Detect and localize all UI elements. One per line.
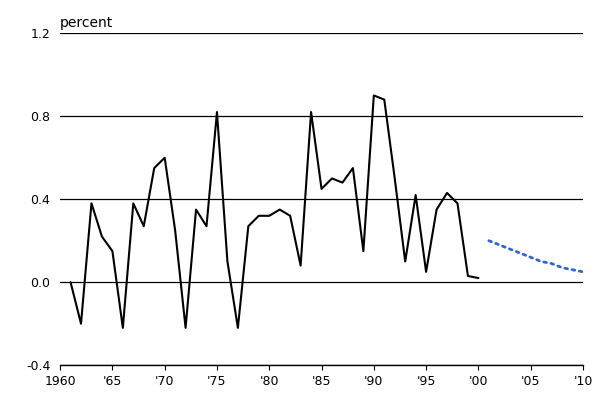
Text: percent: percent (60, 16, 114, 30)
